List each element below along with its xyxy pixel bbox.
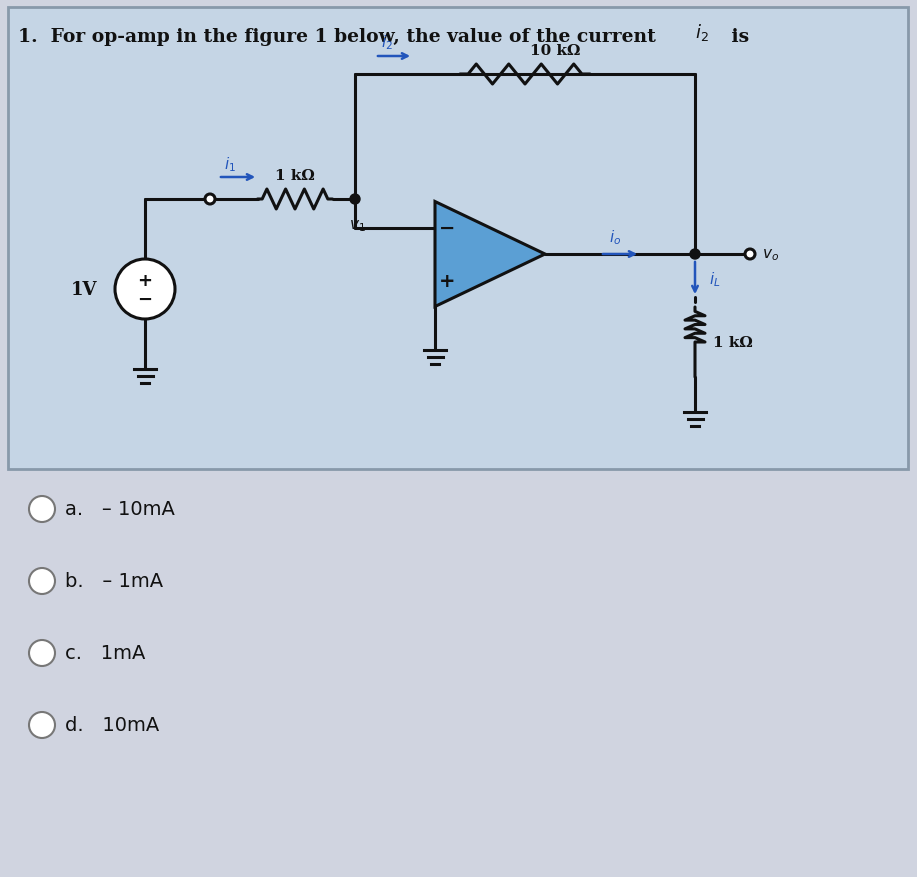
Circle shape <box>29 568 55 595</box>
Polygon shape <box>435 203 545 307</box>
Circle shape <box>205 195 215 204</box>
Text: $\mathit{i_2}$: $\mathit{i_2}$ <box>381 33 393 53</box>
Text: 1V: 1V <box>71 281 97 299</box>
Circle shape <box>29 640 55 667</box>
Text: $\mathit{i_o}$: $\mathit{i_o}$ <box>609 228 621 247</box>
Text: −: − <box>439 219 455 238</box>
Text: $\it{i_2}$: $\it{i_2}$ <box>695 22 709 43</box>
Text: 10 kΩ: 10 kΩ <box>530 44 580 58</box>
Circle shape <box>350 195 360 204</box>
Text: $\mathit{i_1}$: $\mathit{i_1}$ <box>224 155 236 175</box>
Text: is: is <box>725 28 749 46</box>
Text: $\mathit{v_1}$: $\mathit{v_1}$ <box>348 217 365 233</box>
Text: 1.  For op-amp in the figure 1 below, the value of the current: 1. For op-amp in the figure 1 below, the… <box>18 28 662 46</box>
FancyBboxPatch shape <box>8 8 908 469</box>
Text: −: − <box>138 290 152 309</box>
Text: d.   10mA: d. 10mA <box>65 716 160 735</box>
Text: c.   1mA: c. 1mA <box>65 644 146 663</box>
Text: 1 kΩ: 1 kΩ <box>713 336 753 350</box>
Text: 1 kΩ: 1 kΩ <box>275 168 315 182</box>
Text: $\mathit{v_o}$: $\mathit{v_o}$ <box>762 246 779 262</box>
Circle shape <box>29 496 55 523</box>
Circle shape <box>29 712 55 738</box>
Text: $\mathit{i_L}$: $\mathit{i_L}$ <box>709 270 721 289</box>
Text: +: + <box>438 272 455 290</box>
Text: +: + <box>138 272 152 289</box>
Circle shape <box>690 250 700 260</box>
Text: a.   – 10mA: a. – 10mA <box>65 500 175 519</box>
Circle shape <box>115 260 175 319</box>
Circle shape <box>745 250 755 260</box>
Text: b.   – 1mA: b. – 1mA <box>65 572 163 591</box>
